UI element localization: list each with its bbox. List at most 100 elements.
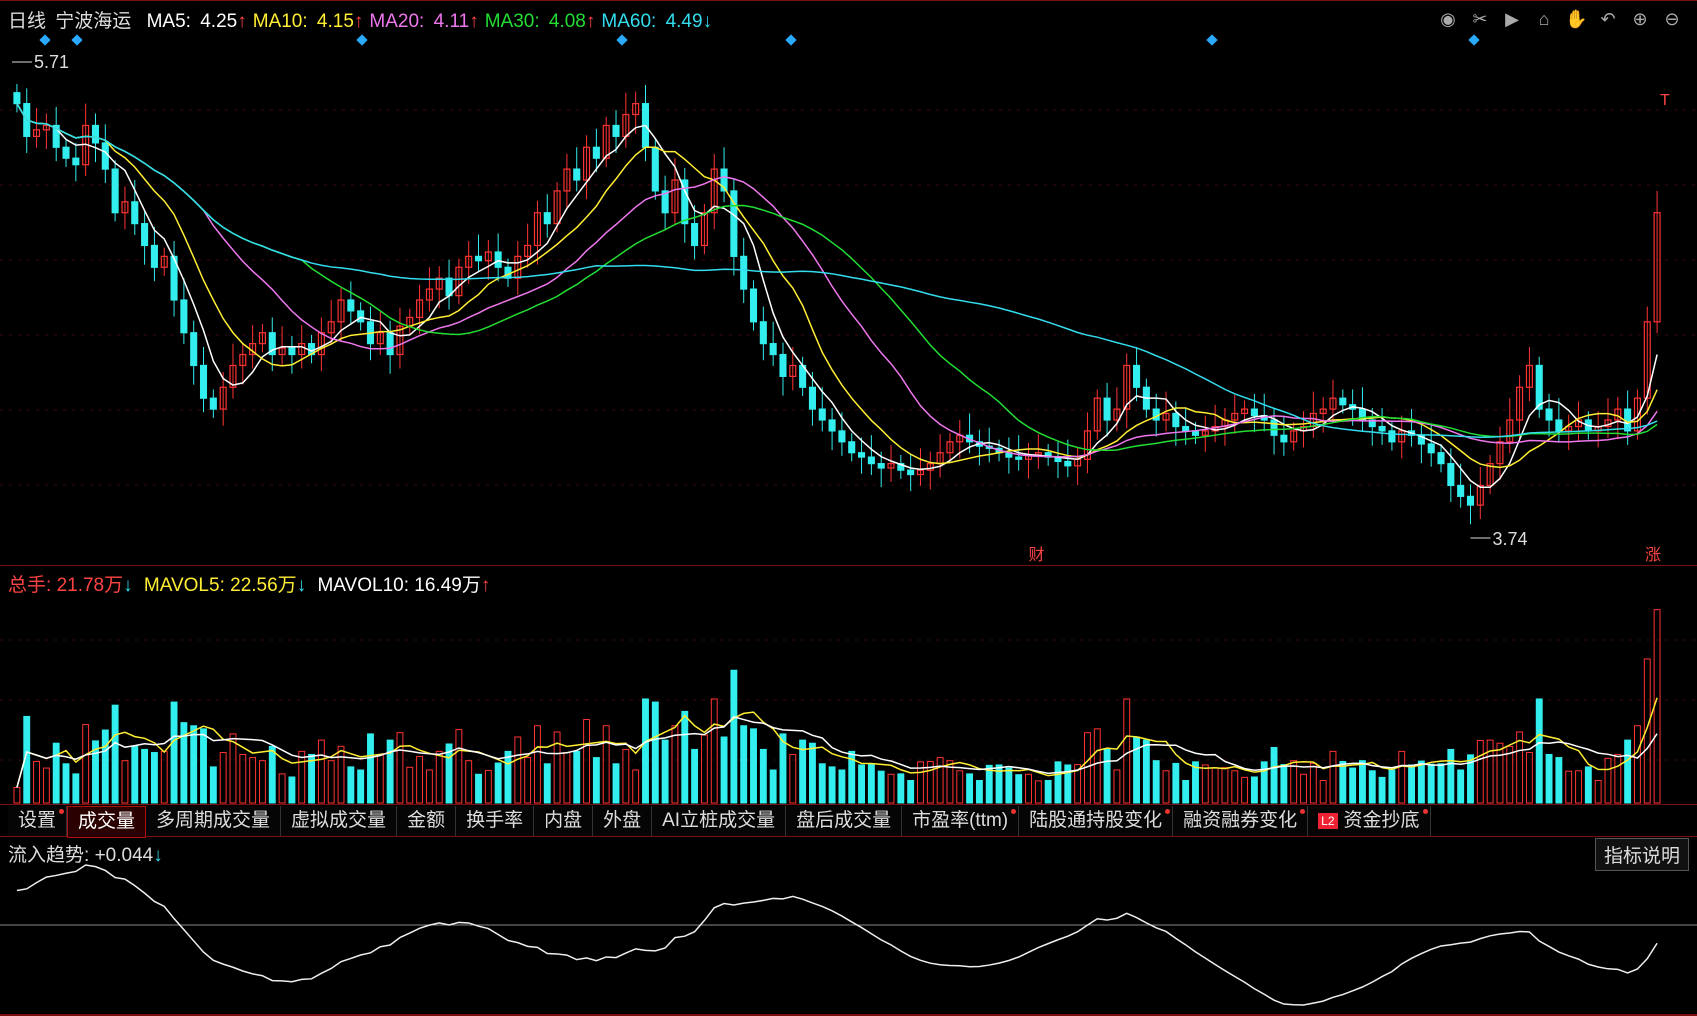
hand-icon[interactable]: ✋ xyxy=(1565,9,1588,29)
volume-bar xyxy=(131,745,139,804)
tab-6[interactable]: 内盘 xyxy=(534,806,594,836)
volume-bar xyxy=(13,786,21,804)
tab-13[interactable]: L2 资金抄底 xyxy=(1308,806,1431,836)
candle-body xyxy=(1545,408,1553,421)
volume-bar xyxy=(975,779,983,804)
volume-bar xyxy=(838,769,846,804)
volume-bar xyxy=(740,725,748,804)
candle-body xyxy=(818,408,826,421)
candle-body xyxy=(916,469,925,476)
tab-12[interactable]: 融资融券变化 xyxy=(1173,806,1309,836)
candle-body xyxy=(858,452,866,458)
tab-9[interactable]: 盘后成交量 xyxy=(786,806,903,836)
volume-bar xyxy=(121,760,129,804)
volume-bar xyxy=(190,725,198,804)
candle-body xyxy=(1241,408,1249,415)
volume-bar xyxy=(268,745,276,804)
tab-10[interactable]: 市盈率(ttm) xyxy=(902,806,1020,836)
undo-icon[interactable]: ↶ xyxy=(1600,9,1616,29)
volume-bar xyxy=(592,757,600,804)
candle-body xyxy=(583,146,591,181)
candle-body xyxy=(1211,425,1219,432)
play-icon[interactable]: ▶ xyxy=(1505,9,1519,29)
candle-body xyxy=(170,255,178,301)
tab-1[interactable]: 成交量 xyxy=(67,806,147,838)
candle-body xyxy=(131,201,139,225)
tab-label: 多周期成交量 xyxy=(156,810,271,831)
candle-body xyxy=(366,321,375,345)
candle-body xyxy=(887,463,895,469)
volume-bar xyxy=(386,739,394,804)
candle-body xyxy=(553,190,561,225)
candle-body xyxy=(661,190,669,214)
volume-bar xyxy=(926,760,934,804)
volume-bar xyxy=(92,740,99,804)
tab-2[interactable]: 多周期成交量 xyxy=(146,806,282,836)
volume-bar xyxy=(907,779,915,804)
tab-4[interactable]: 金额 xyxy=(397,806,457,836)
ma-arrow-4: ↓ xyxy=(702,11,713,32)
volume-bar xyxy=(1565,770,1573,804)
vol-total-value: 21.78万 xyxy=(56,575,124,596)
candle-body xyxy=(651,146,659,192)
tab-5[interactable]: 换手率 xyxy=(456,806,535,836)
volume-bar xyxy=(858,764,865,804)
volume-bar xyxy=(1015,774,1023,804)
volume-bar xyxy=(966,773,974,804)
event-diamond xyxy=(1206,34,1218,46)
volume-bar xyxy=(1437,763,1445,804)
candle-body xyxy=(1103,397,1111,421)
volume-bar xyxy=(1604,757,1612,804)
volume-bar xyxy=(1044,779,1052,804)
volume-bar xyxy=(1093,728,1101,804)
ma5-line xyxy=(16,103,1658,488)
scissors-icon[interactable]: ✂ xyxy=(1472,9,1488,29)
candle-body xyxy=(62,146,70,159)
volume-bar xyxy=(209,766,217,804)
candle-body xyxy=(789,364,797,377)
ma-value-4: 4.49 xyxy=(660,11,703,32)
tab-label: 虚拟成交量 xyxy=(291,810,387,831)
volume-bar xyxy=(1624,739,1632,804)
mavol5-label: MAVOL5: xyxy=(143,575,225,596)
volume-bar xyxy=(1545,753,1553,804)
candle-body xyxy=(907,469,915,476)
tab-3[interactable]: 虚拟成交量 xyxy=(281,806,398,836)
tab-label: 成交量 xyxy=(78,811,136,832)
candle-body xyxy=(278,347,286,356)
zoom-out-icon[interactable]: ⊖ xyxy=(1664,9,1680,29)
candle-body xyxy=(219,386,227,410)
tab-7[interactable]: 外盘 xyxy=(593,806,653,836)
volume-bar xyxy=(82,724,90,804)
volume-bar xyxy=(583,719,590,804)
indicator-tabs: 设置 成交量 多周期成交量 虚拟成交量 金额 换手率 内盘 外盘 AI立桩成交量 盘后成交量 市盈率… xyxy=(8,806,1431,838)
tab-dot xyxy=(1300,809,1306,814)
volume-bar xyxy=(1300,773,1307,804)
event-diamond xyxy=(616,34,628,46)
volume-bar xyxy=(700,734,708,804)
lock-icon[interactable]: ⌂ xyxy=(1538,9,1550,29)
candle-body xyxy=(1093,397,1101,432)
volume-bar xyxy=(769,769,777,804)
ma-value-0: 4.25 xyxy=(194,11,238,32)
volume-bar xyxy=(877,770,885,804)
tab-11[interactable]: 陆股通持股变化 xyxy=(1019,806,1174,836)
volume-bar xyxy=(150,752,158,804)
tab-label: 金额 xyxy=(407,810,446,831)
candle-body xyxy=(1525,364,1533,388)
ma-arrow-0: ↑ xyxy=(237,11,247,32)
candle-body xyxy=(720,168,728,192)
tab-0[interactable]: 设置 xyxy=(8,806,68,836)
volume-bar xyxy=(249,757,257,804)
tab-8[interactable]: AI立桩成交量 xyxy=(652,806,787,836)
volume-bar xyxy=(1074,764,1082,804)
candle-body xyxy=(1133,364,1141,388)
eye-icon[interactable]: ◉ xyxy=(1440,9,1456,29)
period-label[interactable]: 日线 xyxy=(8,11,47,32)
volume-bar xyxy=(1270,746,1278,804)
zoom-in-icon[interactable]: ⊕ xyxy=(1632,9,1648,29)
volume-bar xyxy=(455,729,463,804)
indicator-explain-button[interactable]: 指标说明 xyxy=(1594,838,1689,871)
candle-body xyxy=(1152,408,1160,421)
mavol10-value: 16.49万 xyxy=(414,575,481,596)
